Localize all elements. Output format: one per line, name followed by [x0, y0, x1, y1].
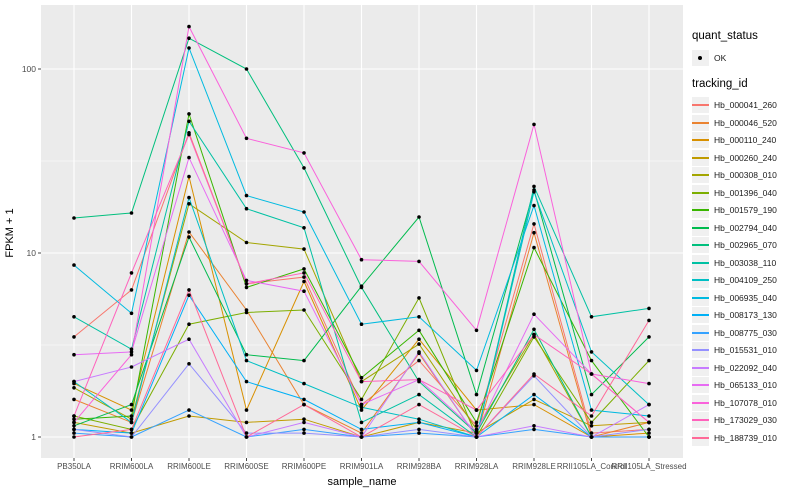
data-points [72, 24, 651, 439]
ok-point-symbol [692, 49, 709, 66]
legend-swatch [692, 114, 709, 131]
legend-item: Hb_000260_240 [692, 149, 777, 166]
legend-item-label: Hb_002965_070 [714, 240, 777, 250]
x-tick-labels: PB350LA RRIM600LA RRIM600LE RRIM600SE RRIM60… [57, 462, 686, 471]
legend-title-quant-status: quant_status [692, 30, 758, 42]
legend-swatch [692, 202, 709, 218]
legend-swatch [692, 237, 709, 253]
svg-text:RRIM600LE: RRIM600LE [167, 462, 211, 471]
legend-item: Hb_000110_240 [692, 132, 777, 149]
legend-item: Hb_004109_250 [692, 272, 777, 289]
legend: quant_status OK tracking_id Hb_000041_26… [692, 30, 777, 447]
legend-swatch [692, 377, 709, 393]
legend-swatch [692, 307, 709, 323]
legend-item-label: Hb_000041_260 [714, 100, 777, 110]
legend-item-label: Hb_004109_250 [714, 275, 777, 285]
legend-item: Hb_002965_070 [692, 237, 777, 254]
legend-item: Hb_188739_010 [692, 429, 777, 446]
legend-swatch [692, 342, 709, 358]
svg-text:100: 100 [22, 64, 36, 74]
legend-item: Hb_000046_520 [692, 114, 777, 131]
legend-item-label: Hb_002794_040 [714, 222, 777, 233]
legend-item-label: Hb_008173_130 [714, 310, 777, 320]
legend-item-label: Hb_173029_030 [714, 415, 777, 425]
svg-text:PB350LA: PB350LA [57, 462, 91, 471]
legend-swatch [692, 167, 709, 183]
axis-ticks [38, 68, 650, 461]
legend-item: Hb_173029_030 [692, 412, 777, 429]
legend-item-label: Hb_022092_040 [714, 362, 777, 373]
legend-item-label: Hb_001396_040 [714, 187, 777, 198]
legend-item: Hb_001579_190 [692, 202, 777, 219]
legend-swatch [692, 394, 709, 411]
legend-item: Hb_022092_040 [692, 359, 777, 376]
legend-item-label: Hb_003038_110 [714, 257, 777, 268]
svg-text:RRIM600PE: RRIM600PE [282, 462, 326, 471]
legend-swatch [692, 149, 709, 166]
legend-swatch [692, 412, 709, 428]
legend-item-label: Hb_015531_010 [714, 345, 777, 355]
legend-item-ok: OK [692, 49, 777, 66]
legend-item: Hb_000041_260 [692, 97, 777, 114]
legend-item-label: Hb_000260_240 [714, 152, 777, 163]
tracking-id-legend-items: Hb_000041_260 Hb_000046_520 Hb_000110_240 H… [692, 97, 777, 447]
legend-swatch [692, 359, 709, 376]
legend-item-label: Hb_065133_010 [714, 380, 777, 390]
legend-item-label: Hb_000308_010 [714, 170, 777, 180]
legend-swatch [692, 254, 709, 271]
svg-text:RRIM600LA: RRIM600LA [110, 462, 154, 471]
svg-text:RRIM600SE: RRIM600SE [224, 462, 268, 471]
legend-item: Hb_107078_010 [692, 394, 777, 411]
svg-text:10: 10 [27, 248, 37, 258]
legend-item-label: Hb_188739_010 [714, 432, 777, 443]
legend-swatch [692, 97, 709, 113]
x-axis-title: sample_name [327, 476, 397, 488]
legend-swatch [692, 219, 709, 236]
legend-item: Hb_015531_010 [692, 342, 777, 359]
svg-text:RRIM928LE: RRIM928LE [512, 462, 556, 471]
legend-item: Hb_000308_010 [692, 167, 777, 184]
legend-item-label: Hb_006935_040 [714, 292, 777, 303]
legend-item-label: Hb_000046_520 [714, 117, 777, 128]
legend-item-label: Hb_000110_240 [714, 135, 777, 145]
legend-item-label: Hb_008775_030 [714, 327, 777, 338]
legend-item: Hb_008775_030 [692, 324, 777, 341]
legend-item: Hb_006935_040 [692, 289, 777, 306]
legend-title-tracking-id: tracking_id [692, 77, 748, 90]
svg-text:RRIM928LA: RRIM928LA [455, 462, 499, 471]
svg-text:RRIM901LA: RRIM901LA [340, 462, 384, 471]
legend-item: Hb_002794_040 [692, 219, 777, 236]
legend-swatch [692, 272, 709, 288]
svg-text:RRII105LA_Stressed: RRII105LA_Stressed [611, 462, 686, 471]
legend-item: Hb_001396_040 [692, 184, 777, 201]
legend-swatch [692, 132, 709, 148]
legend-item: Hb_003038_110 [692, 254, 777, 271]
legend-swatch [692, 429, 709, 446]
legend-item: Hb_008173_130 [692, 307, 777, 324]
legend-item-label: OK [714, 52, 727, 63]
svg-text:RRIM928BA: RRIM928BA [397, 462, 442, 471]
y-tick-labels: 1 10 100 [22, 64, 36, 442]
legend-item-label: Hb_107078_010 [714, 397, 777, 408]
svg-text:1: 1 [31, 432, 36, 442]
legend-item-label: Hb_001579_190 [714, 205, 777, 215]
legend-swatch [692, 184, 709, 201]
legend-item: Hb_065133_010 [692, 377, 777, 394]
y-axis-title: FPKM + 1 [4, 208, 16, 258]
svg-text:RRII105LA_Control: RRII105LA_Control [557, 462, 627, 471]
legend-swatch [692, 324, 709, 341]
legend-swatch [692, 289, 709, 306]
